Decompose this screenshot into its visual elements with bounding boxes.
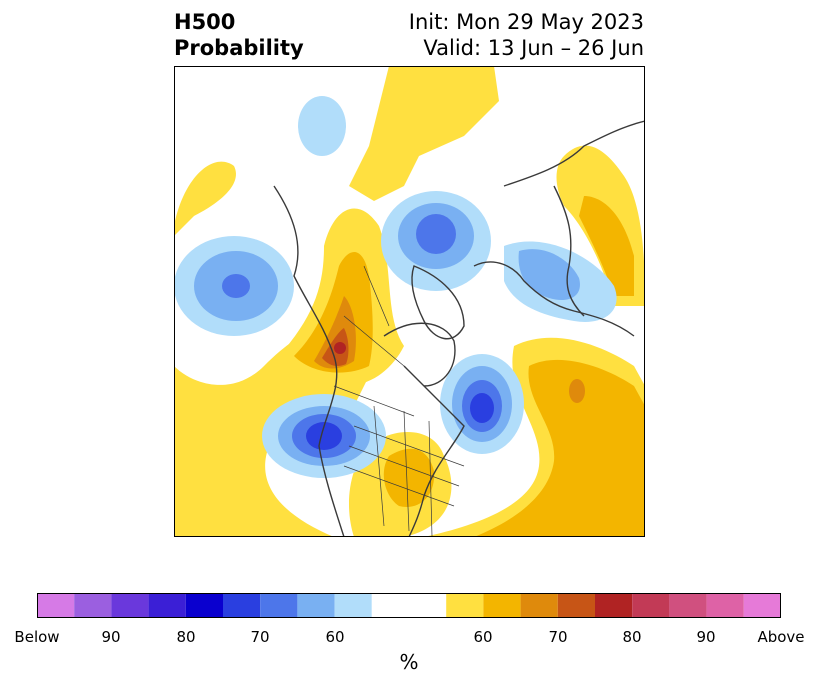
below-region-pacific-inner	[222, 274, 250, 298]
map-title: H500 Probability	[174, 9, 304, 61]
below-region-hudson-core	[470, 393, 494, 423]
coastlines	[273, 120, 645, 537]
above-region-north	[349, 66, 499, 201]
colorbar-segment-below-85	[148, 593, 186, 618]
colorbar-segment-above-90	[669, 593, 707, 618]
coastline-north-america-east	[403, 365, 465, 537]
title-line-1: H500	[174, 10, 236, 34]
colorbar-segment-below-95	[74, 593, 112, 618]
below-region-arctic-inner	[416, 214, 456, 254]
colorbar-tick-label: 60	[325, 628, 345, 646]
colorbar-segment-below-80	[185, 593, 223, 618]
above-region-siberia-inner	[579, 196, 634, 296]
coastline-north-america-west	[273, 185, 345, 537]
above-region-atlantic-inner	[474, 359, 645, 537]
below-normal-regions	[174, 96, 617, 478]
colorbar-segment-above-60	[446, 593, 484, 618]
colorbar-segment-below-90	[111, 593, 149, 618]
colorbar-segment-neutral	[371, 593, 447, 618]
above-normal-regions	[174, 66, 645, 537]
colorbar-segment-below-65	[297, 593, 335, 618]
coastline-hudson	[383, 322, 456, 387]
border-us-grid-1	[343, 405, 465, 537]
coastline-greenland	[411, 265, 465, 340]
colorbar-segment-below-100	[37, 593, 75, 618]
colorbar-tick-label: 80	[622, 628, 642, 646]
coastline-asia-east	[553, 185, 585, 317]
colorbar-tick-label: 60	[473, 628, 493, 646]
above-region-canada-max	[334, 342, 346, 354]
colorbar-unit-label: %	[399, 650, 419, 674]
coastline-europe	[473, 261, 635, 337]
colorbar-segment-below-70	[260, 593, 298, 618]
colorbar-tick-label: 80	[176, 628, 196, 646]
colorbar-tick-label: 70	[250, 628, 270, 646]
colorbar-segment-above-95	[706, 593, 744, 618]
below-region-west-us-core	[306, 422, 342, 450]
colorbar-tick-label: 70	[548, 628, 568, 646]
colorbar-tick-label: 90	[696, 628, 716, 646]
run-info: Init: Mon 29 May 2023 Valid: 13 Jun – 26…	[409, 9, 644, 61]
init-date: Init: Mon 29 May 2023	[408, 10, 644, 34]
below-region-eurasia-inner	[518, 249, 580, 300]
colorbar-segment-above-100	[743, 593, 781, 618]
colorbar-segment-above-65	[483, 593, 521, 618]
colorbar	[37, 593, 781, 618]
colorbar-segment-above-70	[520, 593, 558, 618]
colorbar-segment-below-75	[223, 593, 261, 618]
above-region-atlantic-core	[569, 379, 585, 403]
coastline-eurasia	[503, 120, 645, 187]
title-line-2: Probability	[174, 36, 304, 60]
above-region-west-pacific	[174, 161, 236, 236]
colorbar-segment-above-80	[595, 593, 633, 618]
colorbar-tick-label: 90	[101, 628, 121, 646]
colorbar-segment-above-75	[557, 593, 595, 618]
border-canada	[333, 265, 415, 417]
below-region-alaska	[298, 96, 346, 156]
colorbar-segment-below-60	[334, 593, 372, 618]
colorbar-segment-above-85	[632, 593, 670, 618]
valid-range: Valid: 13 Jun – 26 Jun	[423, 36, 644, 60]
probability-map	[174, 66, 645, 537]
colorbar-tick-label: Above	[757, 628, 805, 646]
colorbar-tick-label: Below	[14, 628, 60, 646]
